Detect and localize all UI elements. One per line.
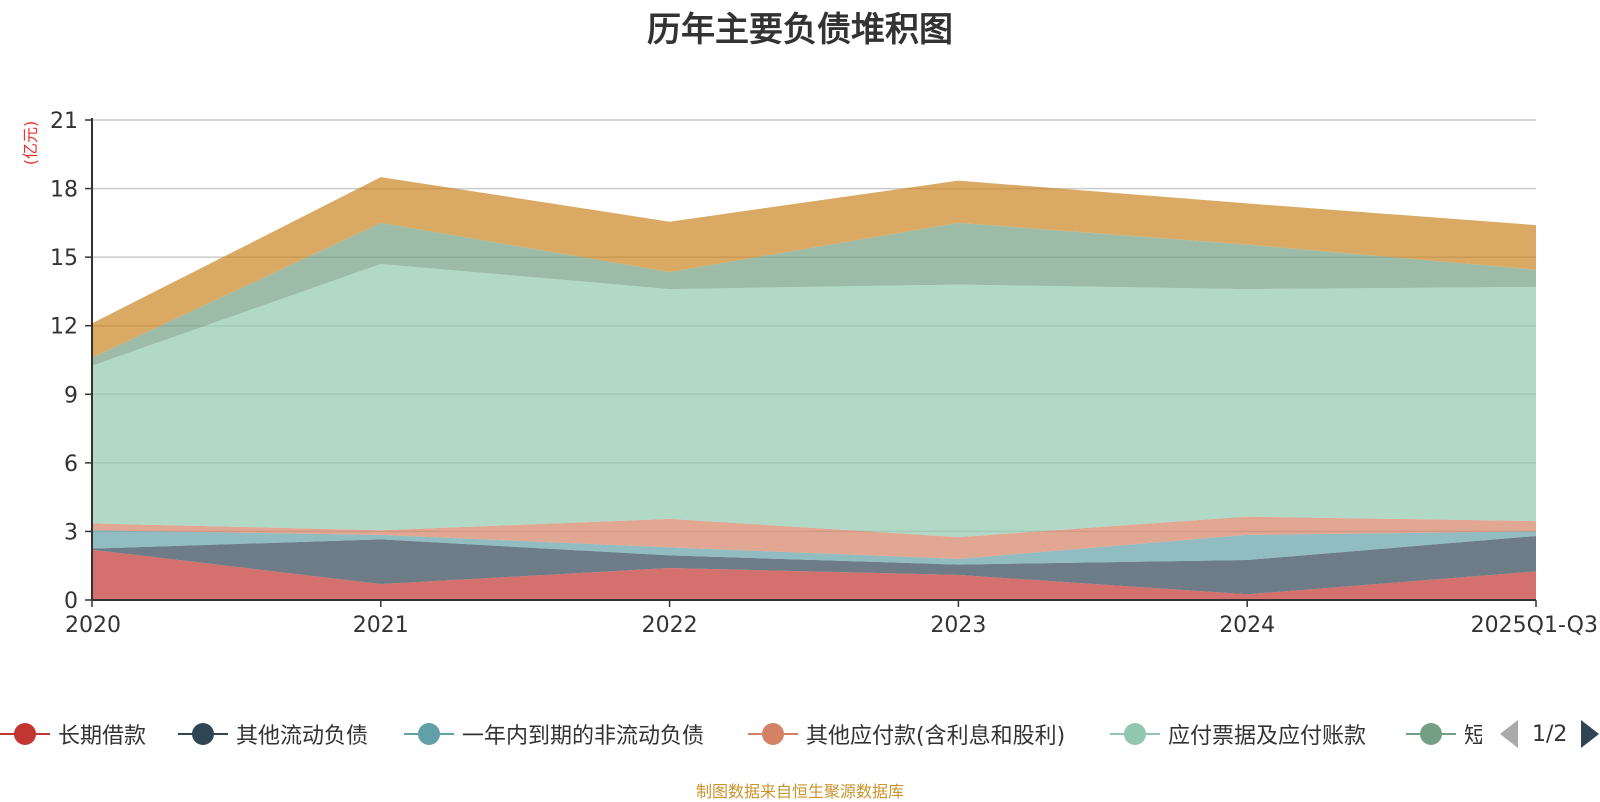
y-tick-label: 0: [64, 589, 78, 614]
x-tick-label: 2023: [930, 613, 986, 638]
y-tick-label: 12: [50, 315, 78, 340]
area-series-0[interactable]: [92, 549, 1536, 600]
axes: 0 3 6 9 12 15 18 21 2020 2021 2022 2023 2024 2025Q1-Q…: [50, 109, 1598, 638]
legend-pager: 1/2: [1500, 716, 1600, 752]
legend-marker-icon: [748, 716, 798, 752]
legend-label: 其他流动负债: [236, 724, 369, 749]
x-tick-label: 2020: [65, 613, 121, 638]
x-tick-label: 2025Q1-Q3: [1471, 613, 1598, 638]
y-tick-label: 18: [50, 178, 78, 203]
legend-item-5[interactable]: 短期借款: [1406, 716, 1482, 752]
legend-label: 长期借款: [58, 724, 147, 749]
y-tick-label: 21: [50, 109, 78, 134]
area-series-layer: [92, 177, 1536, 600]
legend-marker-icon: [0, 716, 50, 752]
legend-item-0[interactable]: 长期借款: [0, 716, 146, 752]
area-series-6[interactable]: [92, 177, 1536, 358]
y-tick-label: 9: [64, 383, 78, 408]
legend-item-3[interactable]: 其他应付款(含利息和股利): [748, 716, 1065, 752]
legend-label: 其他应付款(含利息和股利): [806, 724, 1066, 749]
chart-title: 历年主要负债堆积图: [647, 10, 953, 50]
legend-next-page-icon[interactable]: [1581, 720, 1600, 748]
legend-label: 短期借款: [1464, 724, 1482, 749]
y-tick-label: 15: [50, 246, 78, 271]
legend-page-indicator: 1/2: [1532, 721, 1568, 747]
x-tick-label: 2021: [353, 613, 409, 638]
legend-marker-icon: [404, 716, 454, 752]
legend-item-4[interactable]: 应付票据及应付账款: [1110, 716, 1366, 752]
legend-marker-icon: [1110, 716, 1160, 752]
area-series-3[interactable]: [92, 516, 1536, 559]
area-series-1[interactable]: [92, 536, 1536, 595]
x-tick-label: 2022: [642, 613, 698, 638]
area-series-2[interactable]: [92, 530, 1536, 565]
legend-item-1[interactable]: 其他流动负债: [178, 716, 368, 752]
legend-label: 一年内到期的非流动负债: [462, 724, 705, 749]
legend-item-2[interactable]: 一年内到期的非流动负债: [404, 716, 704, 752]
legend: 长期借款 其他流动负债 一年内到期的非流动负债 其他应付款(含利息和股利) 应付票据及应…: [0, 716, 1600, 752]
legend-marker-icon: [1406, 716, 1456, 752]
area-series-5[interactable]: [92, 222, 1536, 366]
legend-label: 应付票据及应付账款: [1168, 724, 1367, 749]
source-note: 制图数据来自恒生聚源数据库: [695, 782, 904, 801]
x-tick-label: 2024: [1219, 613, 1275, 638]
area-series-4[interactable]: [92, 264, 1536, 538]
legend-marker-icon: [178, 716, 228, 752]
y-tick-label: 6: [64, 452, 78, 477]
legend-prev-page-icon[interactable]: [1500, 720, 1518, 748]
y-tick-label: 3: [64, 520, 78, 545]
y-axis-unit-label: (亿元): [21, 121, 40, 166]
